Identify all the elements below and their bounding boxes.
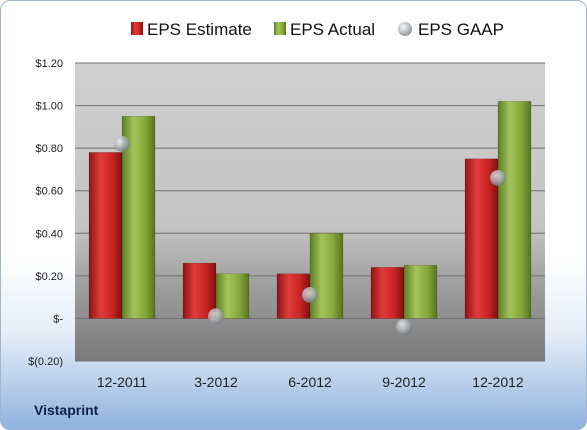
bar-eps-actual (121, 115, 156, 319)
legend-swatch-eps-actual (274, 22, 286, 35)
x-tick-label: 3-2012 (194, 374, 238, 390)
x-tick-label: 9-2012 (382, 374, 426, 390)
marker-eps-gaap (396, 318, 412, 335)
x-tick-label: 6-2012 (288, 374, 332, 390)
legend-item-eps-estimate: EPS Estimate (131, 20, 252, 39)
bar-eps-actual (309, 233, 344, 319)
y-tick-label: $1.00 (35, 101, 63, 113)
bar-eps-estimate (182, 262, 217, 319)
marker-eps-gaap (490, 169, 506, 186)
bar-eps-estimate (464, 158, 499, 319)
marker-eps-gaap (114, 135, 130, 152)
x-tick-label: 12-2012 (472, 374, 524, 390)
y-tick-label: $0.20 (35, 271, 63, 283)
y-axis: $(0.20) $- $0.20 $0.40 $0.60 $0.80 $1.00 $1.20 (28, 58, 63, 368)
legend-label-eps-actual: EPS Actual (290, 20, 375, 39)
y-tick-label: $1.20 (35, 58, 63, 70)
bar-eps-estimate (88, 152, 123, 319)
x-axis: 12-2011 3-2012 6-2012 9-2012 12-2012 (97, 374, 524, 390)
gaap-markers (114, 135, 506, 335)
legend-label-eps-estimate: EPS Estimate (147, 20, 252, 39)
y-tick-label: $0.40 (35, 228, 63, 240)
legend-swatch-eps-estimate (131, 22, 143, 35)
legend-label-eps-gaap: EPS GAAP (418, 20, 504, 39)
y-tick-label: $0.80 (35, 143, 63, 155)
x-tick-label: 12-2011 (97, 374, 148, 390)
legend-item-eps-actual: EPS Actual (274, 20, 375, 39)
y-tick-label: $0.60 (35, 186, 63, 198)
bar-eps-actual (497, 101, 532, 319)
legend: EPS Estimate EPS Actual EPS GAAP (131, 20, 504, 39)
bar-eps-actual (403, 264, 438, 319)
legend-item-eps-gaap: EPS GAAP (398, 20, 504, 39)
marker-eps-gaap (208, 308, 224, 325)
bars (88, 101, 532, 319)
y-tick-label: $- (53, 313, 63, 325)
company-name: Vistaprint (34, 402, 99, 418)
y-tick-label: $(0.20) (28, 356, 63, 368)
legend-swatch-eps-gaap (398, 22, 412, 36)
bar-eps-estimate (370, 267, 405, 319)
marker-eps-gaap (302, 287, 318, 304)
